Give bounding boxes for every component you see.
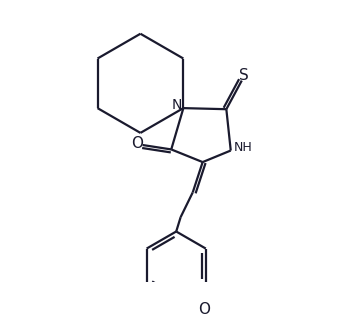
Text: S: S: [239, 68, 249, 83]
Text: O: O: [198, 302, 210, 314]
Text: NH: NH: [233, 141, 252, 154]
Text: N: N: [171, 98, 182, 112]
Text: O: O: [131, 136, 143, 151]
